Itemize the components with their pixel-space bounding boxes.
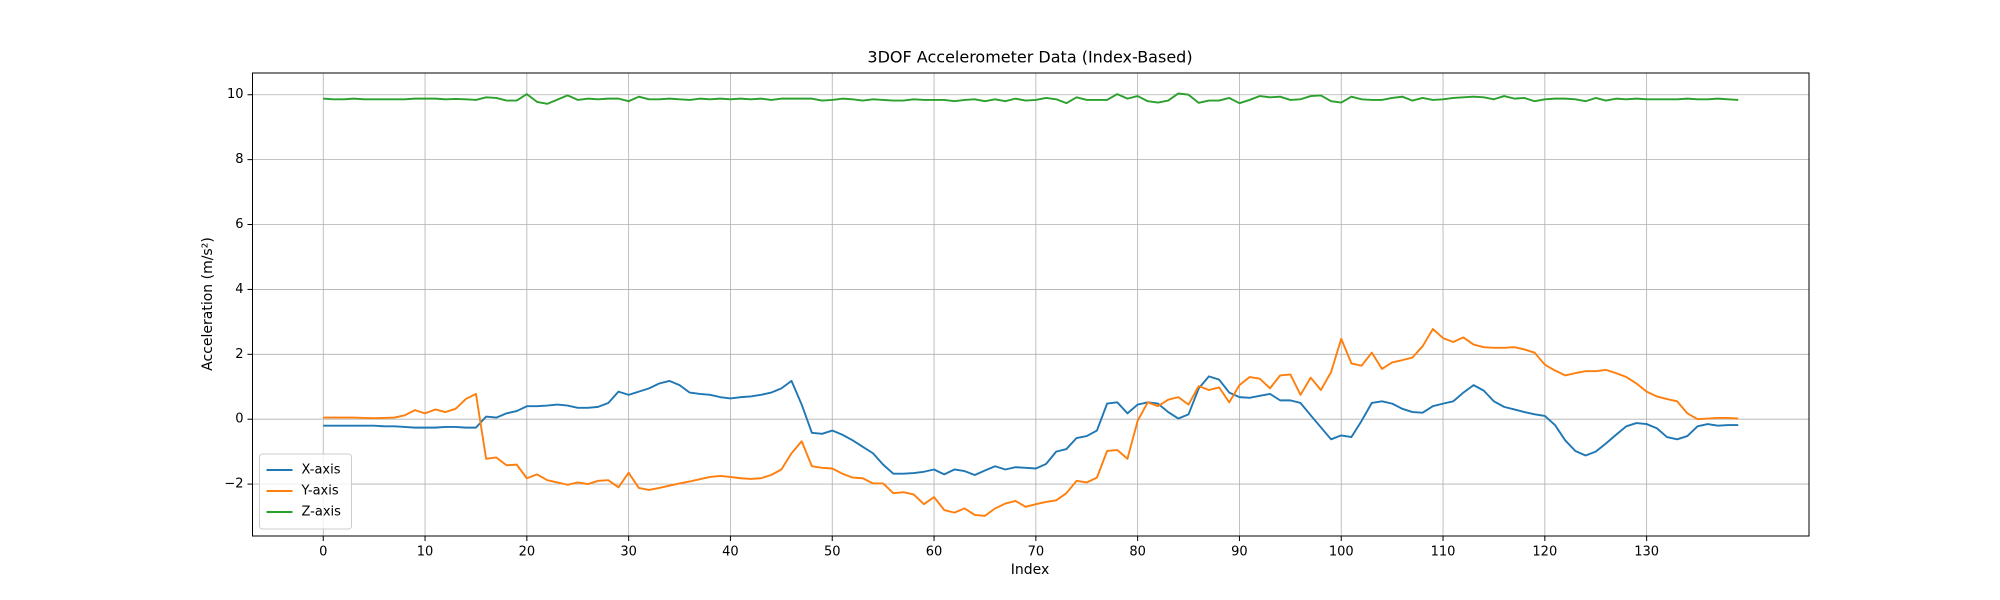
data-line: [323, 92, 1739, 105]
x-tick-label: 40: [722, 545, 739, 560]
y-tick-label: 10: [227, 87, 244, 102]
x-tick-label: 80: [1129, 545, 1146, 560]
chart-title: 3DOF Accelerometer Data (Index-Based): [867, 48, 1192, 67]
y-tick-label: 4: [235, 282, 243, 297]
x-axis-label: Index: [1011, 562, 1050, 578]
legend-label: Z-axis: [302, 505, 342, 520]
x-tick-label: 90: [1231, 545, 1248, 560]
y-axis-label: Acceleration (m/s²): [200, 237, 216, 371]
y-tick-label: 2: [235, 347, 243, 362]
x-tick-label: 10: [417, 545, 434, 560]
data-line: [323, 375, 1739, 476]
axes-frame: [252, 72, 1810, 537]
y-tick-label: 8: [235, 152, 243, 167]
legend-label: Y-axis: [301, 484, 339, 499]
x-tick-label: 20: [519, 545, 536, 560]
legend-box: [259, 453, 352, 530]
data-line: [323, 328, 1739, 517]
x-tick-label: 0: [319, 545, 327, 560]
x-tick-label: 60: [926, 545, 943, 560]
y-tick-label: 6: [235, 217, 243, 232]
x-tick-label: 110: [1431, 545, 1456, 560]
y-tick-label: −2: [224, 477, 243, 492]
y-tick-label: 0: [235, 412, 243, 427]
x-tick-label: 30: [620, 545, 637, 560]
x-tick-label: 100: [1329, 545, 1354, 560]
x-tick-label: 70: [1028, 545, 1045, 560]
x-tick-label: 130: [1634, 545, 1659, 560]
x-tick-label: 120: [1532, 545, 1557, 560]
x-tick-label: 50: [824, 545, 841, 560]
legend-label: X-axis: [302, 463, 341, 478]
